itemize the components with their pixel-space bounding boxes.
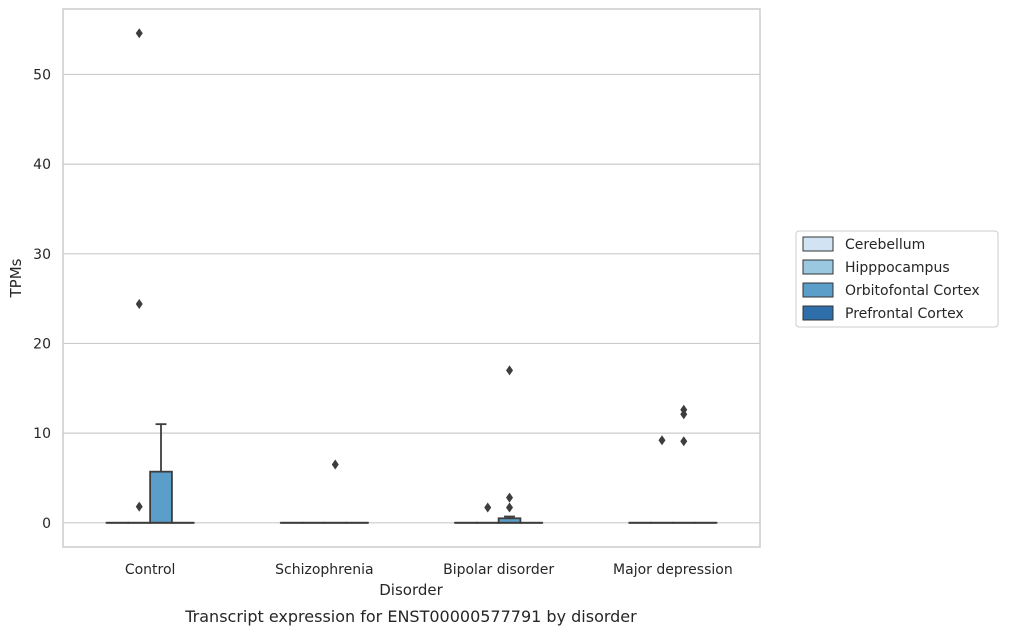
y-tick-label: 40 [33, 157, 51, 173]
outlier-point [135, 28, 143, 39]
x-tick-label: Major depression [613, 562, 733, 578]
y-tick-label: 10 [33, 426, 51, 442]
y-tick-label: 0 [42, 516, 51, 532]
category-group [454, 365, 544, 524]
y-axis-ticks: 0 10 20 30 40 50 [33, 67, 51, 531]
legend-swatch [802, 305, 834, 321]
outlier-point [331, 459, 339, 470]
category-group [628, 404, 718, 524]
y-tick-label: 20 [33, 336, 51, 352]
outlier-point [135, 501, 143, 512]
y-axis-title: TPMs [7, 258, 25, 298]
y-tick-label: 30 [33, 247, 51, 263]
x-axis-title: Disorder [379, 581, 443, 599]
legend-label: Prefrontal Cortex [845, 306, 964, 322]
category-group [279, 459, 369, 524]
outlier-point [506, 365, 514, 376]
legend-label: Hipppocampus [845, 260, 950, 276]
legend-label: Cerebellum [845, 237, 925, 253]
outlier-point [135, 299, 143, 310]
y-tick-label: 50 [33, 67, 51, 83]
x-tick-label: Bipolar disorder [443, 562, 554, 578]
legend-swatch [802, 236, 834, 252]
outlier-point [484, 502, 492, 513]
outlier-point [506, 492, 514, 503]
box-body [149, 470, 173, 524]
legend: Cerebellum Hipppocampus Orbitofontal Corte… [795, 230, 999, 328]
x-axis-ticks: Control Schizophrenia Bipolar disorder Majo… [125, 562, 733, 578]
legend-swatch [802, 259, 834, 275]
legend-frame [795, 230, 999, 328]
legend-swatch [802, 282, 834, 298]
x-tick-label: Control [125, 562, 176, 578]
chart-caption: Transcript expression for ENST0000057779… [184, 607, 637, 626]
x-tick-label: Schizophrenia [275, 562, 373, 578]
plot-area [62, 8, 761, 548]
legend-label: Orbitofontal Cortex [845, 283, 980, 299]
outlier-point [680, 409, 688, 420]
category-group [105, 28, 195, 524]
outlier-point [506, 502, 514, 513]
box-groups [105, 28, 718, 524]
outlier-point [658, 435, 666, 446]
outlier-point [680, 436, 688, 447]
